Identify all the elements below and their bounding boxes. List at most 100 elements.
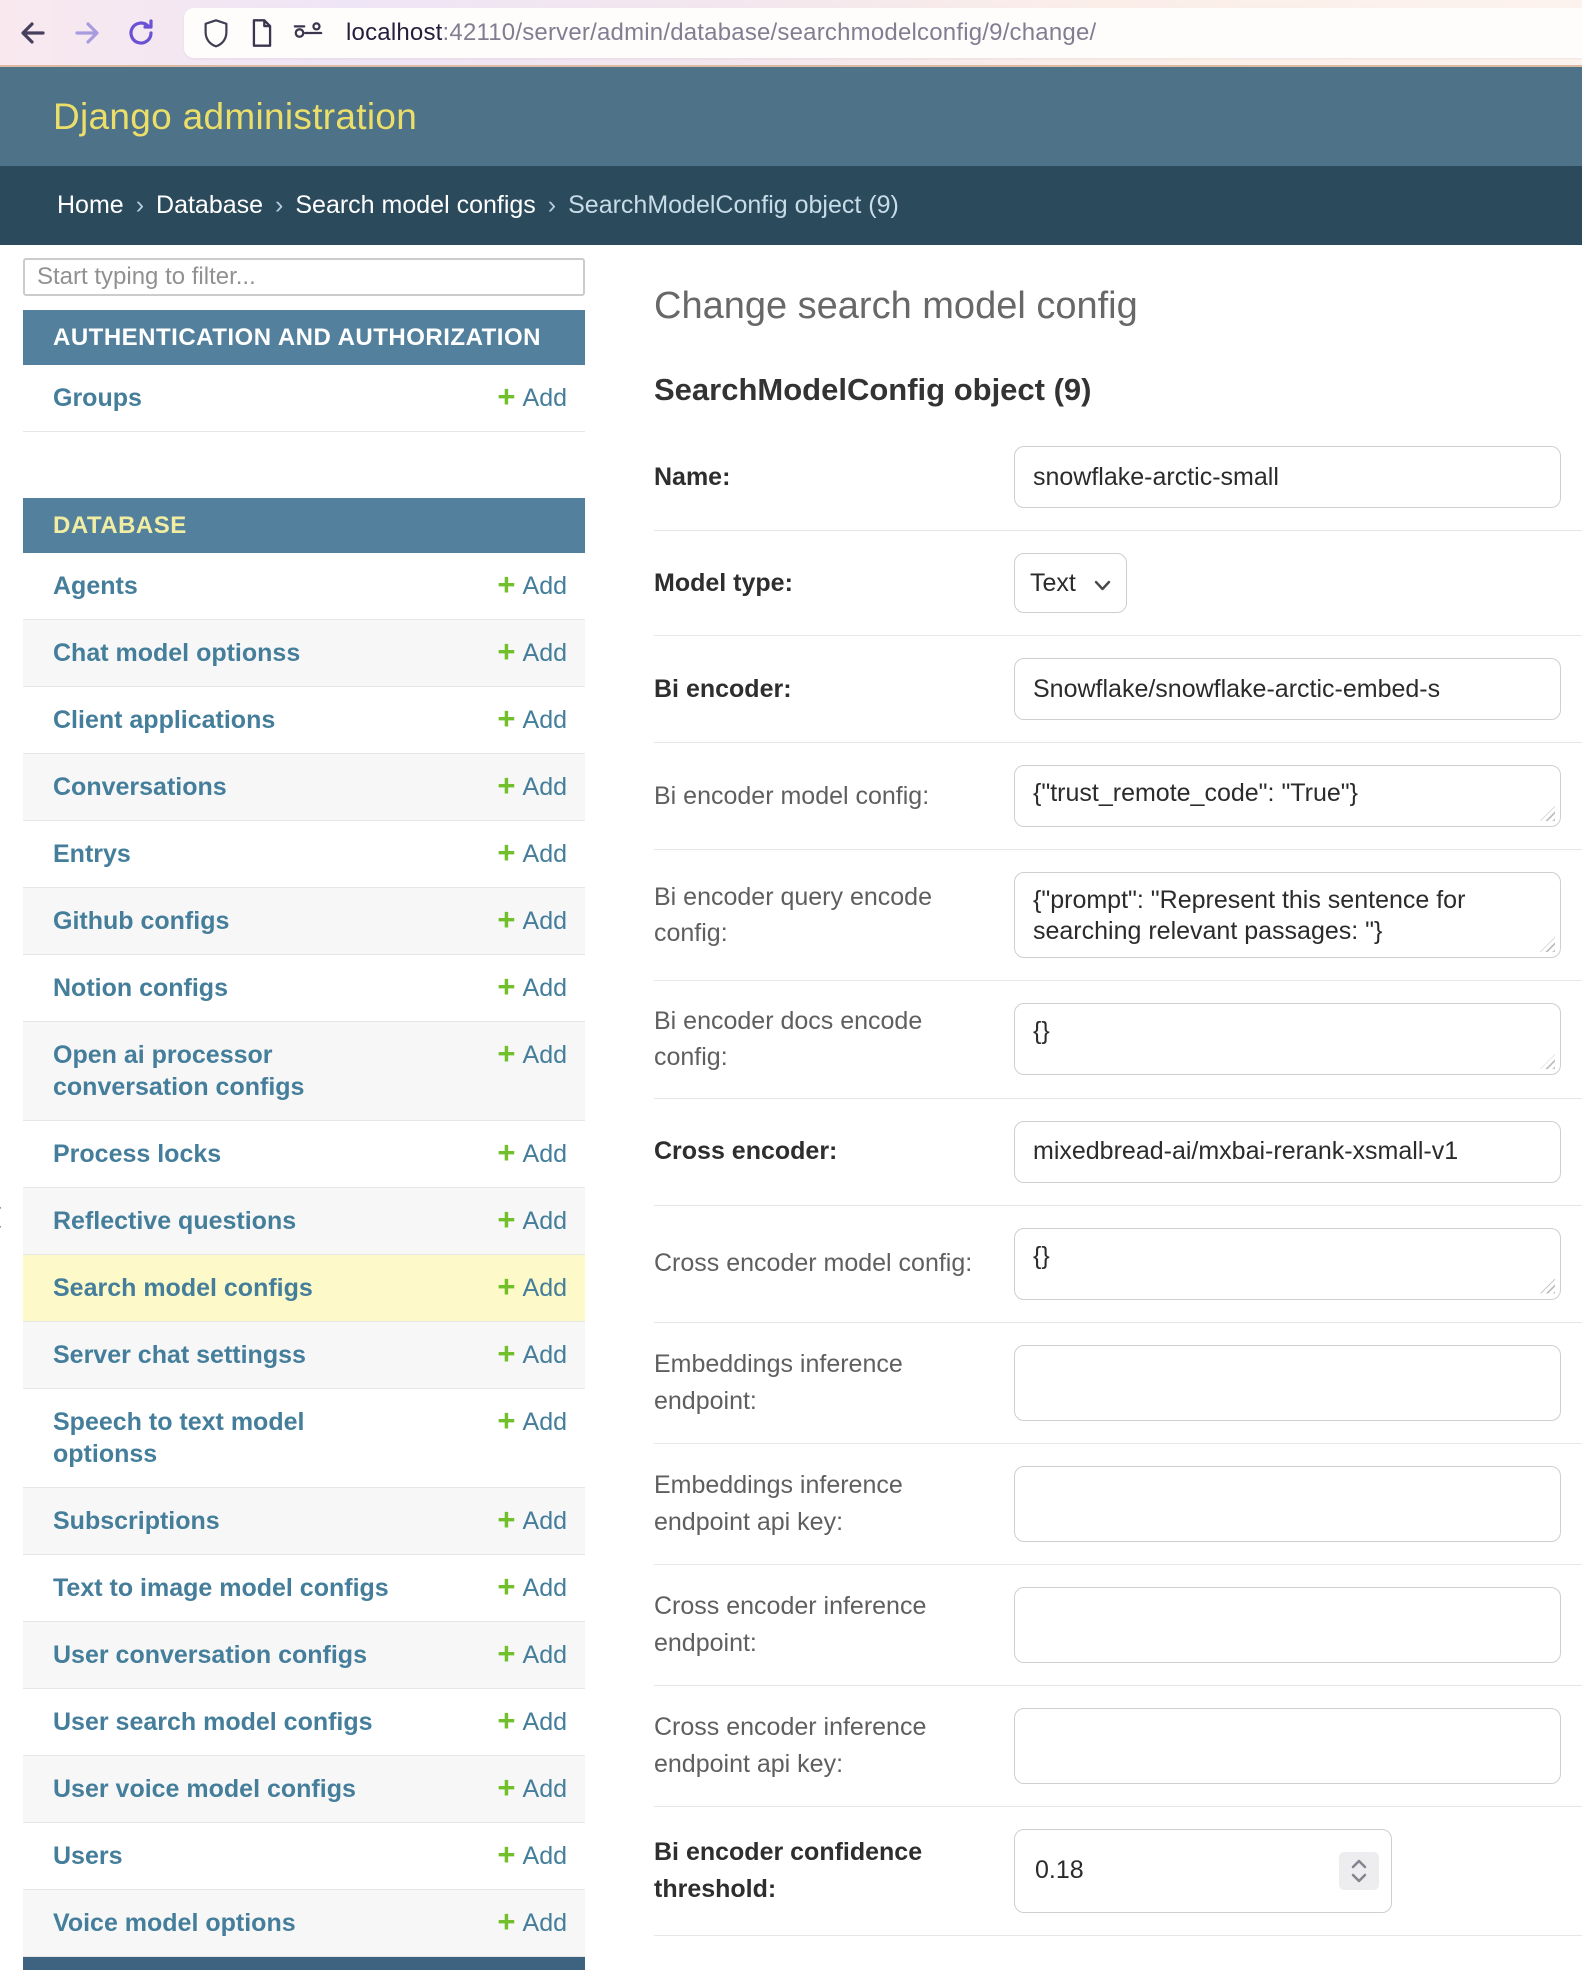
add-user-voice-model-configs-link[interactable]: + Add xyxy=(497,1772,567,1805)
sidebar-item-users: Users + Add xyxy=(23,1823,585,1890)
content-area: ‹ AUTHENTICATION AND AUTHORIZATIONGroups… xyxy=(0,245,1582,1970)
add-icon: + xyxy=(497,1135,516,1170)
sidebar-link-agents[interactable]: Agents xyxy=(53,572,138,600)
sidebar-link-user-conversation-configs[interactable]: User conversation configs xyxy=(53,1641,367,1669)
sidebar-link-server-chat-settingss[interactable]: Server chat settingss xyxy=(53,1341,306,1369)
cross-encoder-inference-endpoint-api-key-field[interactable] xyxy=(1014,1707,1561,1784)
add-entrys-link[interactable]: + Add xyxy=(497,837,567,870)
bi-encoder-field-text: Snowflake/snowflake-arctic-embed-s xyxy=(1033,674,1441,703)
add-client-applications-link[interactable]: + Add xyxy=(497,703,567,736)
sidebar-link-subscriptions[interactable]: Subscriptions xyxy=(53,1507,220,1535)
forward-icon[interactable] xyxy=(70,16,104,50)
sidebar-link-reflective-questions[interactable]: Reflective questions xyxy=(53,1207,297,1235)
add-label: Add xyxy=(522,639,567,667)
sidebar-link-conversations[interactable]: Conversations xyxy=(53,773,227,801)
add-label: Add xyxy=(522,384,567,412)
name-label: Name: xyxy=(654,462,731,491)
bi-encoder-docs-encode-config-textarea[interactable]: {} xyxy=(1014,1003,1561,1076)
add-user-search-model-configs-link[interactable]: + Add xyxy=(497,1705,567,1738)
add-github-configs-link[interactable]: + Add xyxy=(497,904,567,937)
add-user-conversation-configs-link[interactable]: + Add xyxy=(497,1636,567,1671)
cross-encoder-field[interactable]: mixedbread-ai/mxbai-rerank-xsmall-v1 xyxy=(1014,1120,1561,1183)
bi-encoder-field[interactable]: Snowflake/snowflake-arctic-embed-s xyxy=(1014,658,1561,720)
permissions-icon[interactable] xyxy=(292,17,324,49)
sidebar-link-speech-to-text-model-optionss[interactable]: Speech to text model optionss xyxy=(53,1408,305,1468)
sidebar-item-subscriptions: Subscriptions + Add xyxy=(23,1488,585,1555)
sidebar-link-process-locks[interactable]: Process locks xyxy=(53,1140,222,1168)
add-icon: + xyxy=(497,1202,516,1237)
sidebar-item-reflective-questions: Reflective questions + Add xyxy=(23,1188,585,1255)
add-agents-link[interactable]: + Add xyxy=(497,569,567,602)
add-chat-model-optionss-link[interactable]: + Add xyxy=(497,636,567,669)
add-notion-configs-link[interactable]: + Add xyxy=(497,971,567,1004)
field-row-bi-encoder-docs-encode-config: Bi encoder docs encode config: {} xyxy=(654,980,1582,1098)
cross-encoder-model-config-textarea[interactable]: {} xyxy=(1014,1227,1561,1300)
shield-icon[interactable] xyxy=(200,17,232,49)
add-process-locks-link[interactable]: + Add xyxy=(497,1135,567,1170)
add-icon: + xyxy=(497,1636,516,1671)
sidebar-link-search-model-configs[interactable]: Search model configs xyxy=(53,1274,313,1302)
bi-encoder-query-encode-config-textarea[interactable]: {"prompt": "Represent this sentence for … xyxy=(1014,872,1561,958)
add-reflective-questions-link[interactable]: + Add xyxy=(497,1202,567,1237)
sidebar-item-user-voice-model-configs: User voice model configs + Add xyxy=(23,1756,585,1823)
bi-encoder-confidence-threshold-label: Bi encoder confidence threshold: xyxy=(654,1838,923,1903)
breadcrumb-search-model-configs[interactable]: Search model configs xyxy=(295,191,536,219)
add-voice-model-options-link[interactable]: + Add xyxy=(497,1906,567,1939)
sidebar-toggle-icon[interactable]: ‹ xyxy=(0,1188,3,1240)
resize-handle-icon[interactable] xyxy=(1540,937,1555,952)
add-text-to-image-model-configs-link[interactable]: + Add xyxy=(497,1571,567,1604)
sidebar-link-client-applications[interactable]: Client applications xyxy=(53,706,276,734)
bi-encoder-model-config-textarea[interactable]: {"trust_remote_code": "True"} xyxy=(1014,765,1561,827)
sidebar-item-server-chat-settingss: Server chat settingss + Add xyxy=(23,1322,585,1389)
add-users-link[interactable]: + Add xyxy=(497,1839,567,1872)
add-search-model-configs-link[interactable]: + Add xyxy=(497,1271,567,1304)
embeddings-inference-endpoint-field[interactable] xyxy=(1014,1344,1561,1421)
model-type-select[interactable]: Text xyxy=(1014,553,1127,613)
add-label: Add xyxy=(522,1909,567,1937)
sidebar-link-groups[interactable]: Groups xyxy=(53,384,142,412)
sidebar-link-voice-model-options[interactable]: Voice model options xyxy=(53,1909,296,1937)
sidebar-link-text-to-image-model-configs[interactable]: Text to image model configs xyxy=(53,1574,389,1602)
page-icon[interactable] xyxy=(246,17,278,49)
number-stepper-icon[interactable] xyxy=(1339,1851,1379,1890)
url-host: localhost xyxy=(346,18,443,46)
back-icon[interactable] xyxy=(16,16,50,50)
breadcrumb-database[interactable]: Database xyxy=(156,191,264,219)
site-title[interactable]: Django administration xyxy=(53,95,418,137)
breadcrumb-home[interactable]: Home xyxy=(57,191,124,219)
embeddings-inference-endpoint-api-key-field[interactable] xyxy=(1014,1465,1561,1542)
browser-chrome: localhost:42110/server/admin/database/se… xyxy=(0,0,1582,67)
bi-encoder-confidence-threshold-field[interactable]: 0.18 xyxy=(1014,1828,1392,1913)
sidebar-section-gap xyxy=(23,432,585,498)
sidebar-link-chat-model-optionss[interactable]: Chat model optionss xyxy=(53,639,301,667)
resize-handle-icon[interactable] xyxy=(1540,806,1555,821)
add-groups-link[interactable]: + Add xyxy=(497,381,567,414)
add-conversations-link[interactable]: + Add xyxy=(497,770,567,803)
bi-encoder-model-config-textarea-text: {"trust_remote_code": "True"} xyxy=(1033,779,1359,807)
sidebar-link-notion-configs[interactable]: Notion configs xyxy=(53,974,228,1002)
sidebar-link-github-configs[interactable]: Github configs xyxy=(53,907,230,935)
resize-handle-icon[interactable] xyxy=(1540,1054,1555,1070)
sidebar-link-users[interactable]: Users xyxy=(53,1842,123,1870)
sidebar-link-entrys[interactable]: Entrys xyxy=(53,840,131,868)
add-icon: + xyxy=(497,1403,516,1438)
sidebar-link-user-voice-model-configs[interactable]: User voice model configs xyxy=(53,1775,356,1803)
sidebar-item-client-applications: Client applications + Add xyxy=(23,687,585,754)
sidebar-filter-input[interactable] xyxy=(23,258,585,296)
refresh-icon[interactable] xyxy=(124,16,158,50)
cross-encoder-model-config-value: {} xyxy=(1014,1227,1561,1300)
add-server-chat-settingss-link[interactable]: + Add xyxy=(497,1338,567,1371)
address-bar[interactable]: localhost:42110/server/admin/database/se… xyxy=(184,7,1582,58)
add-speech-to-text-model-optionss-link[interactable]: + Add xyxy=(497,1403,567,1438)
name-field[interactable]: snowflake-arctic-small xyxy=(1014,446,1561,508)
bi-encoder-confidence-threshold-field-text: 0.18 xyxy=(1035,1856,1084,1884)
admin-banner: Django administration xyxy=(0,67,1582,166)
cross-encoder-inference-endpoint-field[interactable] xyxy=(1014,1586,1561,1663)
sidebar-link-user-search-model-configs[interactable]: User search model configs xyxy=(53,1708,373,1736)
add-open-ai-processor-conversation-configs-link[interactable]: + Add xyxy=(497,1038,567,1071)
url-text: localhost:42110/server/admin/database/se… xyxy=(346,19,1096,47)
add-subscriptions-link[interactable]: + Add xyxy=(497,1504,567,1537)
resize-handle-icon[interactable] xyxy=(1540,1278,1555,1294)
add-label: Add xyxy=(522,1140,567,1168)
sidebar-link-open-ai-processor-conversation-configs[interactable]: Open ai processor conversation configs xyxy=(53,1041,305,1101)
